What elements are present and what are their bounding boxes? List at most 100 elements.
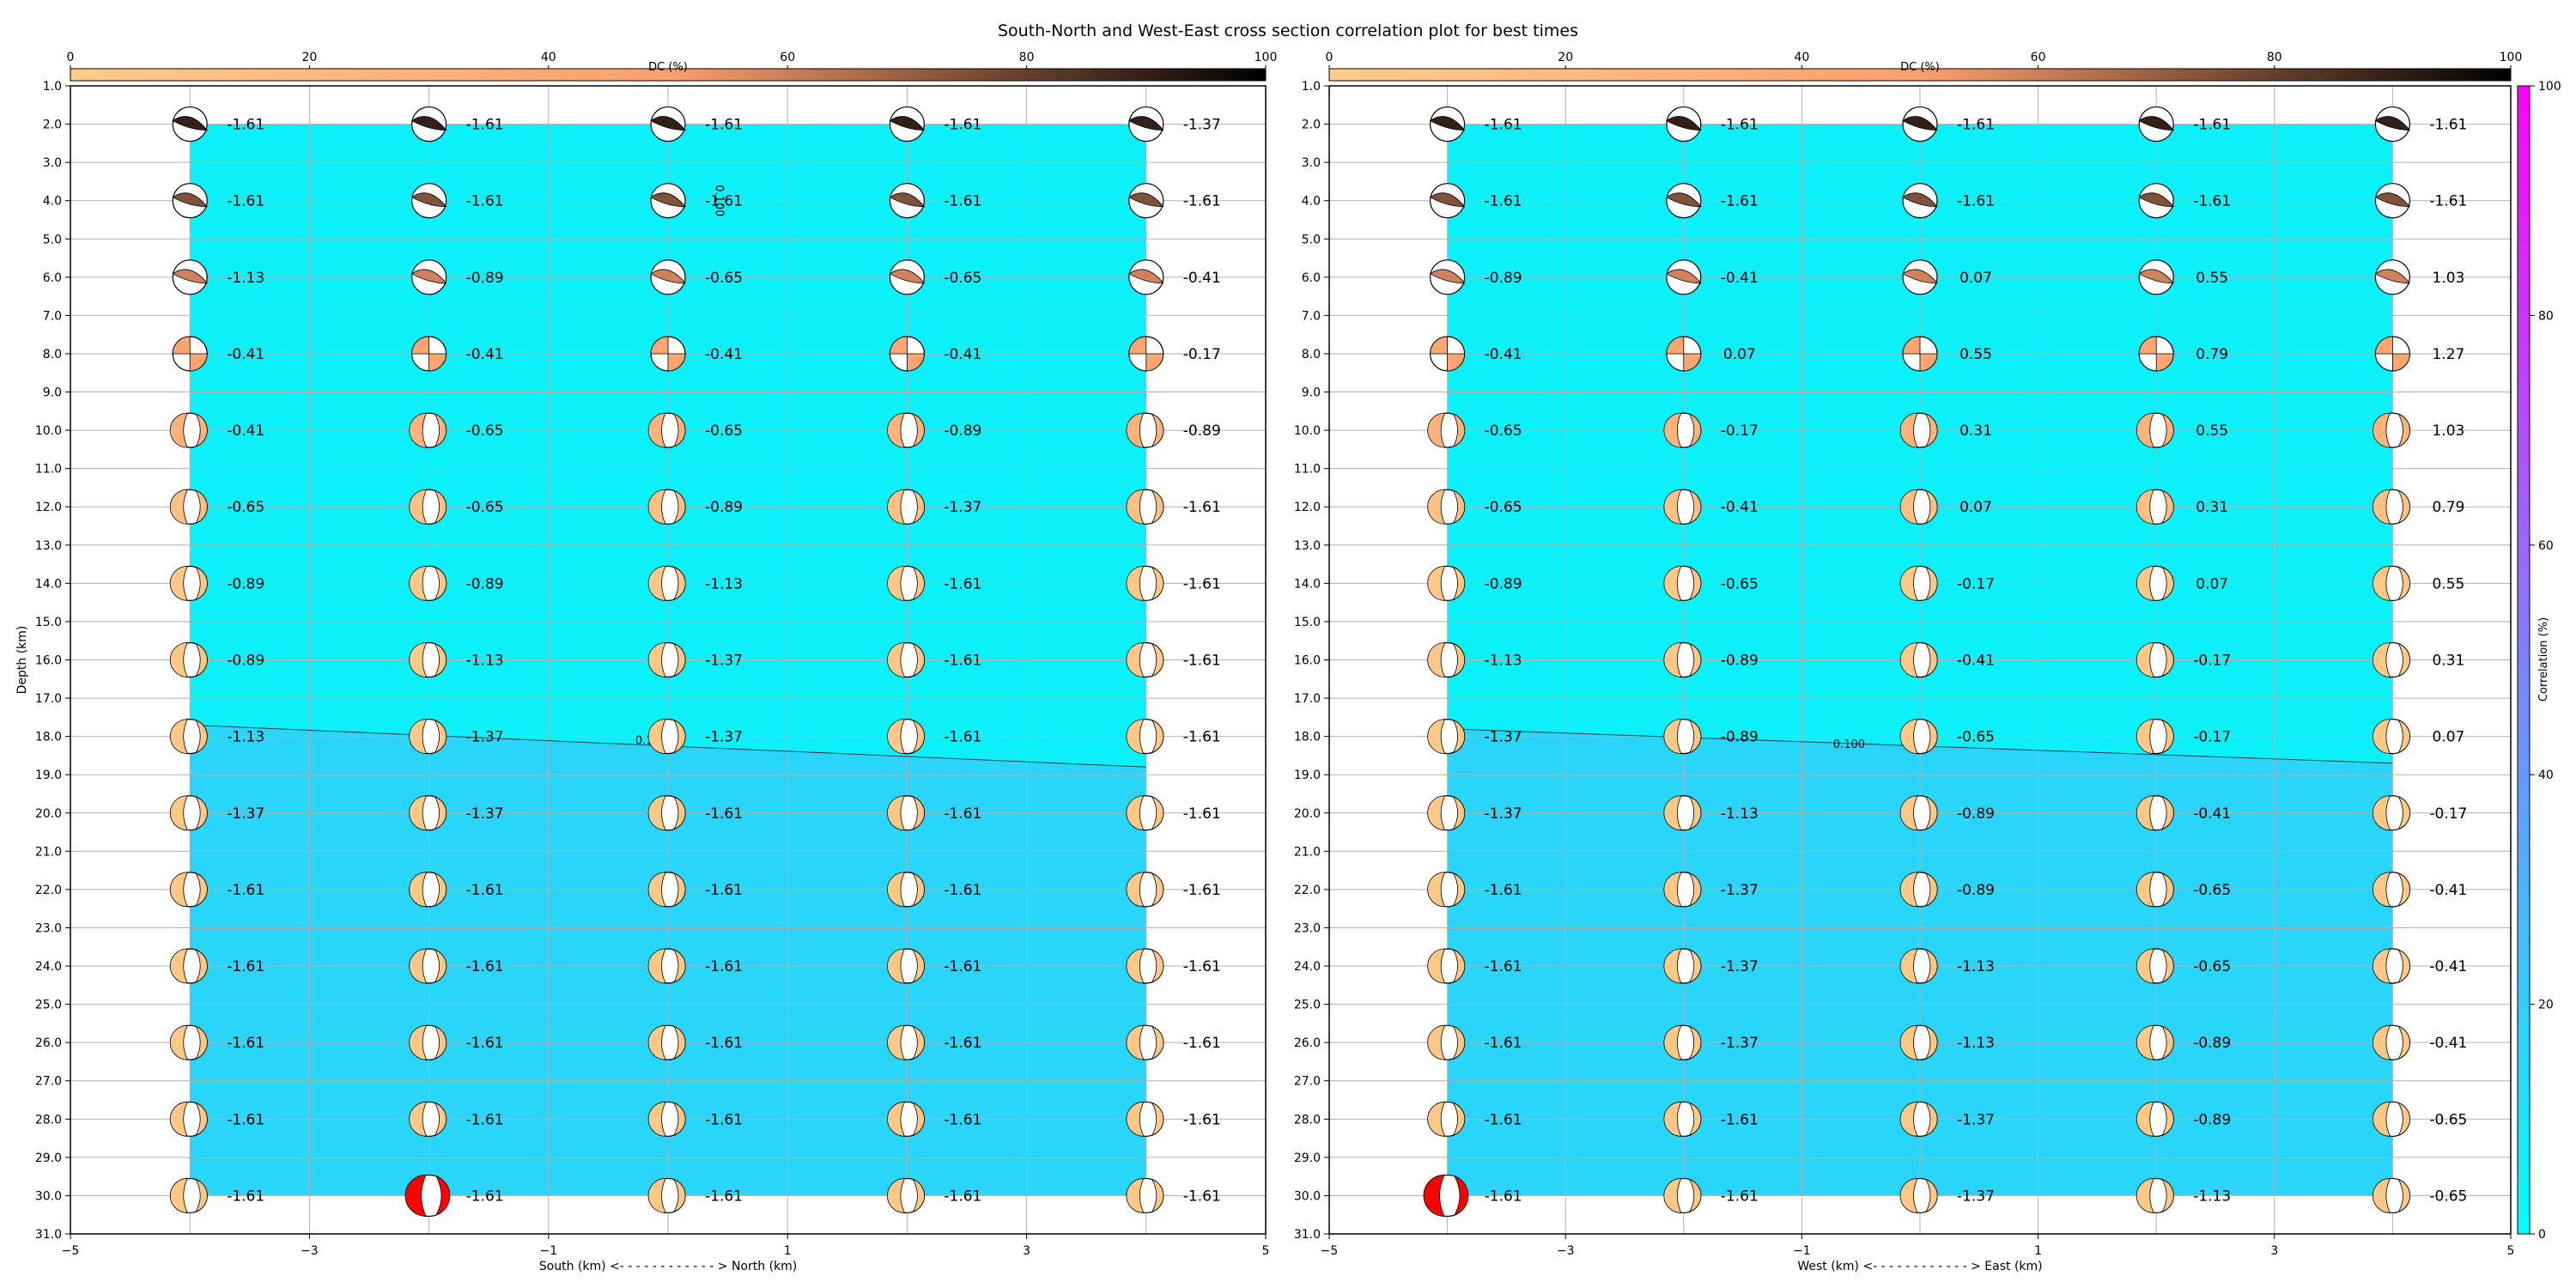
beachball-lobe: [172, 116, 209, 131]
y-tick-label: 14.0: [35, 577, 62, 591]
value-label: -1.37: [466, 729, 504, 746]
beachball: [647, 641, 686, 678]
beachball-lobe: [1128, 192, 1164, 208]
beachball: [647, 565, 686, 601]
y-tick-label: 22.0: [35, 884, 62, 897]
beachball-lobe: [647, 1101, 686, 1137]
dc-tick-label: 80: [2267, 51, 2282, 64]
beachball-lobe: [889, 269, 926, 284]
x-tick-label: −1: [1793, 1244, 1811, 1258]
beachball: [647, 489, 686, 525]
beachball-lobe: [169, 489, 208, 525]
y-tick-label: 13.0: [1294, 539, 1321, 553]
beachball: [2372, 1101, 2410, 1137]
beachball-lobe: [1899, 412, 1938, 448]
value-label: -0.89: [2193, 1035, 2231, 1052]
beachball-lobe: [169, 1178, 208, 1213]
value-label: -0.89: [466, 575, 504, 592]
value-label: -1.61: [1183, 882, 1221, 899]
value-label: 0.31: [2196, 499, 2228, 516]
beachball-lobe: [410, 269, 447, 284]
beachball-lobe: [1666, 192, 1702, 208]
value-label: -1.13: [1957, 1035, 1995, 1052]
dc-colorbar-label: DC (%): [648, 61, 688, 74]
beachball: [2136, 1101, 2174, 1137]
beachball-lobe: [409, 412, 447, 448]
beachball: [889, 336, 926, 372]
value-label: 0.31: [2432, 653, 2464, 670]
beachball-lobe: [647, 489, 686, 525]
beachball: [1427, 1024, 1466, 1060]
beachball-lobe: [889, 192, 926, 208]
beachball: [887, 795, 926, 831]
value-label: -1.61: [1485, 117, 1522, 134]
y-tick-label: 15.0: [35, 616, 62, 629]
beachball-lobe: [409, 795, 447, 831]
value-label: -0.89: [1485, 270, 1522, 287]
value-label: 0.79: [2196, 346, 2228, 363]
beachball-lobe: [2136, 412, 2174, 448]
y-tick-label: 6.0: [1302, 271, 1321, 285]
beachball: [1126, 489, 1164, 525]
value-label: -1.61: [466, 1111, 504, 1128]
value-label: -1.61: [1721, 1111, 1759, 1128]
beachball-lobe: [887, 1101, 925, 1137]
beachball: [1663, 872, 1702, 908]
beachball-lobe: [1126, 489, 1164, 525]
beachball: [1663, 489, 1702, 525]
value-label: -0.41: [2193, 805, 2231, 823]
beachball: [1427, 1101, 1466, 1137]
beachball: [410, 259, 447, 295]
beachball-lobe: [1429, 269, 1466, 284]
correlation-tick-label: 60: [2538, 539, 2554, 553]
beachball-lobe: [889, 336, 925, 372]
beachball-lobe: [1126, 1178, 1164, 1213]
beachball: [1128, 336, 1164, 372]
beachball: [409, 565, 447, 601]
value-label: -0.89: [705, 499, 743, 516]
beachball: [1663, 719, 1702, 755]
value-label: -0.65: [1485, 499, 1522, 516]
beachball-lobe: [2136, 795, 2174, 831]
value-label: -1.37: [705, 653, 743, 670]
x-tick-label: 3: [2270, 1244, 2278, 1258]
beachball: [2136, 1177, 2174, 1214]
value-label: -1.37: [1721, 1035, 1759, 1052]
beachball: [1126, 1177, 1164, 1214]
value-label: -1.61: [1485, 1111, 1522, 1128]
beachball-lobe: [169, 565, 208, 601]
beachball-lobe: [1427, 795, 1466, 831]
beachball: [1126, 872, 1164, 908]
value-label: -1.61: [1721, 117, 1759, 134]
beachball: [1899, 795, 1938, 831]
beachball: [2374, 106, 2411, 143]
beachball: [1126, 719, 1164, 755]
beachball-lobe: [169, 642, 208, 677]
beachball-lobe: [650, 192, 686, 208]
x-tick-label: −5: [62, 1244, 80, 1258]
beachball: [1663, 1177, 1702, 1214]
beachball-lobe: [1128, 116, 1164, 131]
value-label: -1.61: [1721, 193, 1759, 210]
value-label: -1.61: [1183, 1035, 1221, 1052]
y-tick-label: 8.0: [1302, 348, 1321, 361]
beachball: [647, 1101, 686, 1137]
beachball: [409, 795, 447, 831]
value-label: -1.61: [944, 805, 981, 823]
value-label: -1.37: [944, 499, 981, 516]
correlation-tick-label: 80: [2538, 309, 2554, 323]
value-label: -0.89: [1957, 882, 1995, 899]
value-label: 0.79: [2432, 499, 2464, 516]
beachball: [647, 412, 686, 448]
value-label: -1.37: [227, 805, 264, 823]
beachball-lobe: [409, 642, 447, 677]
beachball-lobe: [887, 412, 925, 448]
beachball-lobe: [1666, 336, 1702, 372]
beachball: [2138, 259, 2175, 295]
beachball-lobe: [647, 412, 686, 448]
y-tick-label: 16.0: [35, 654, 62, 668]
y-tick-label: 14.0: [1294, 577, 1321, 591]
value-label: -0.65: [2429, 1111, 2467, 1128]
x-tick-label: 3: [1023, 1244, 1030, 1258]
value-label: 0.31: [1959, 422, 1992, 440]
